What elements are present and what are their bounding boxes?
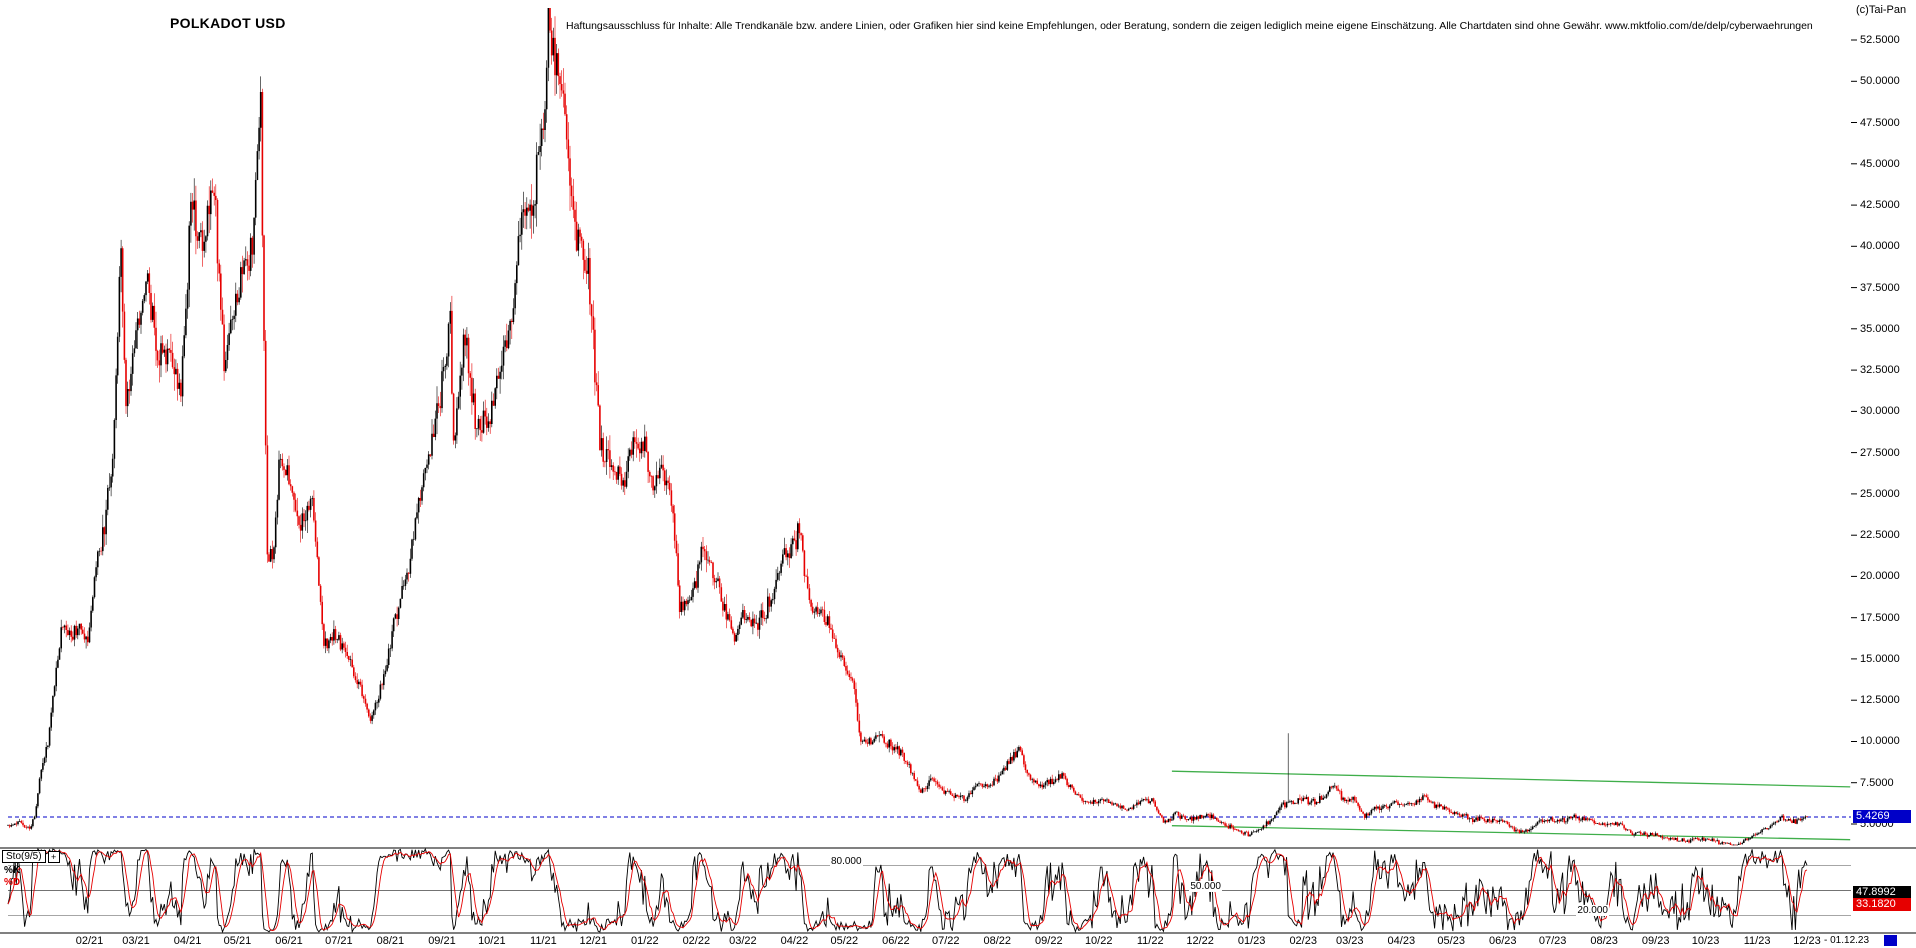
price-axis-tick-label: 25.0000 bbox=[1860, 487, 1900, 500]
stochastic-k-line bbox=[7, 847, 1808, 934]
stochastic-ref-label: 80.000 bbox=[829, 855, 863, 867]
x-axis-month-label: 02/23 bbox=[1289, 935, 1317, 947]
stochastic-ref-label: 50.000 bbox=[1189, 880, 1222, 892]
price-axis-tick-label: 42.5000 bbox=[1860, 199, 1900, 212]
end-date-label: - 01.12.23 bbox=[1824, 935, 1870, 946]
x-axis-month-label: 03/21 bbox=[122, 935, 150, 947]
indicator-settings-icon[interactable]: + bbox=[47, 850, 60, 863]
x-axis-month-label: 08/22 bbox=[983, 935, 1012, 947]
price-axis-tick-label: 52.5000 bbox=[1860, 34, 1900, 46]
x-axis-month-label: 05/21 bbox=[223, 935, 252, 947]
stochastic-ref-label: 20.000 bbox=[1576, 905, 1609, 917]
price-axis-tick-label: 12.5000 bbox=[1860, 694, 1900, 707]
copyright-label: (c)Tai-Pan bbox=[1856, 4, 1907, 16]
stochastic-d-label: %D bbox=[4, 877, 21, 888]
x-axis-month-label: 02/22 bbox=[682, 935, 711, 947]
price-axis-tick-label: 27.5000 bbox=[1860, 446, 1900, 459]
x-axis-month-label: 05/22 bbox=[830, 935, 859, 947]
x-axis-month-label: 01/22 bbox=[631, 935, 659, 947]
x-axis-month-label: 03/23 bbox=[1336, 935, 1364, 947]
stochastic-indicator-label[interactable]: Sto(9/5) bbox=[2, 850, 46, 863]
stochastic-d-value-tag: 33.1820 bbox=[1853, 898, 1911, 912]
price-axis-tick-label: 30.0000 bbox=[1860, 405, 1900, 418]
price-axis-tick-label: 17.5000 bbox=[1860, 611, 1900, 624]
price-axis-tick-label: 20.0000 bbox=[1860, 570, 1900, 583]
x-axis-month-label: 06/21 bbox=[275, 935, 303, 947]
candle-bodies-down bbox=[8, 8, 1808, 846]
disclaimer-text: Haftungsausschluss für Inhalte: Alle Tre… bbox=[566, 20, 1813, 32]
x-axis-month-label: 07/22 bbox=[931, 935, 960, 947]
price-axis-tick-label: 37.5000 bbox=[1860, 281, 1900, 294]
price-axis-tick-label: 10.0000 bbox=[1860, 735, 1900, 748]
trend-channel-line bbox=[1171, 770, 1851, 788]
x-axis-month-label: 10/22 bbox=[1084, 935, 1113, 947]
stochastic-d-line bbox=[7, 849, 1808, 931]
x-axis-month-label: 02/21 bbox=[75, 935, 104, 947]
chart-title: POLKADOT USD bbox=[170, 15, 286, 31]
date-axis-marker bbox=[1884, 935, 1897, 946]
x-axis-month-label: 11/22 bbox=[1136, 935, 1164, 947]
stochastic-k-value-tag: 47.8992 bbox=[1853, 886, 1911, 900]
last-price-tag: 5.4269 bbox=[1853, 810, 1911, 824]
x-axis-month-label: 07/23 bbox=[1538, 935, 1567, 947]
price-axis-tick-label: 47.5000 bbox=[1860, 116, 1900, 129]
x-axis-month-label: 01/23 bbox=[1237, 935, 1266, 947]
stochastic-indicator-header: Sto(9/5) + bbox=[2, 850, 60, 863]
x-axis-month-label: 06/23 bbox=[1488, 935, 1517, 947]
price-axis-tick-label: 15.0000 bbox=[1860, 652, 1900, 665]
x-axis-month-label: 08/23 bbox=[1590, 935, 1618, 947]
x-axis-month-label: 10/21 bbox=[478, 935, 506, 947]
x-axis-month-label: 12/21 bbox=[579, 935, 608, 947]
x-axis-month-label: 08/21 bbox=[376, 935, 405, 947]
x-axis-month-label: 09/22 bbox=[1035, 935, 1063, 947]
price-axis-tick-label: 50.0000 bbox=[1860, 75, 1900, 88]
x-axis-month-label: 07/21 bbox=[325, 935, 353, 947]
x-axis-month-label: 06/22 bbox=[882, 935, 910, 947]
candle-wicks-down bbox=[9, 8, 1808, 845]
candle-wicks-up bbox=[7, 8, 1806, 845]
price-axis-tick-label: 7.5000 bbox=[1860, 776, 1894, 789]
price-axis-tick-label: 32.5000 bbox=[1860, 364, 1900, 377]
x-axis-month-label: 04/21 bbox=[173, 935, 202, 947]
x-axis-month-label: 11/21 bbox=[530, 935, 557, 947]
x-axis-month-label: 12/23 bbox=[1793, 935, 1821, 947]
x-axis-month-label: 05/23 bbox=[1437, 935, 1465, 947]
stochastic-k-label: %K bbox=[4, 865, 21, 876]
x-axis-month-label: 10/23 bbox=[1691, 935, 1720, 947]
x-axis-month-label: 12/22 bbox=[1186, 935, 1214, 947]
x-axis-month-label: 04/23 bbox=[1387, 935, 1416, 947]
price-axis-tick-label: 22.5000 bbox=[1860, 529, 1900, 542]
candle-bodies-up bbox=[7, 8, 1807, 846]
x-axis-month-label: 11/23 bbox=[1743, 935, 1771, 947]
trend-channel-line bbox=[1171, 825, 1851, 841]
x-axis-month-label: 09/21 bbox=[428, 935, 456, 947]
x-axis-month-label: 04/22 bbox=[780, 935, 809, 947]
x-axis-month-label: 09/23 bbox=[1641, 935, 1670, 947]
price-axis-tick-label: 45.0000 bbox=[1860, 157, 1900, 170]
x-axis-month-label: 03/22 bbox=[729, 935, 757, 947]
price-axis-tick-label: 35.0000 bbox=[1860, 322, 1900, 335]
price-axis-tick-label: 40.0000 bbox=[1860, 240, 1900, 253]
